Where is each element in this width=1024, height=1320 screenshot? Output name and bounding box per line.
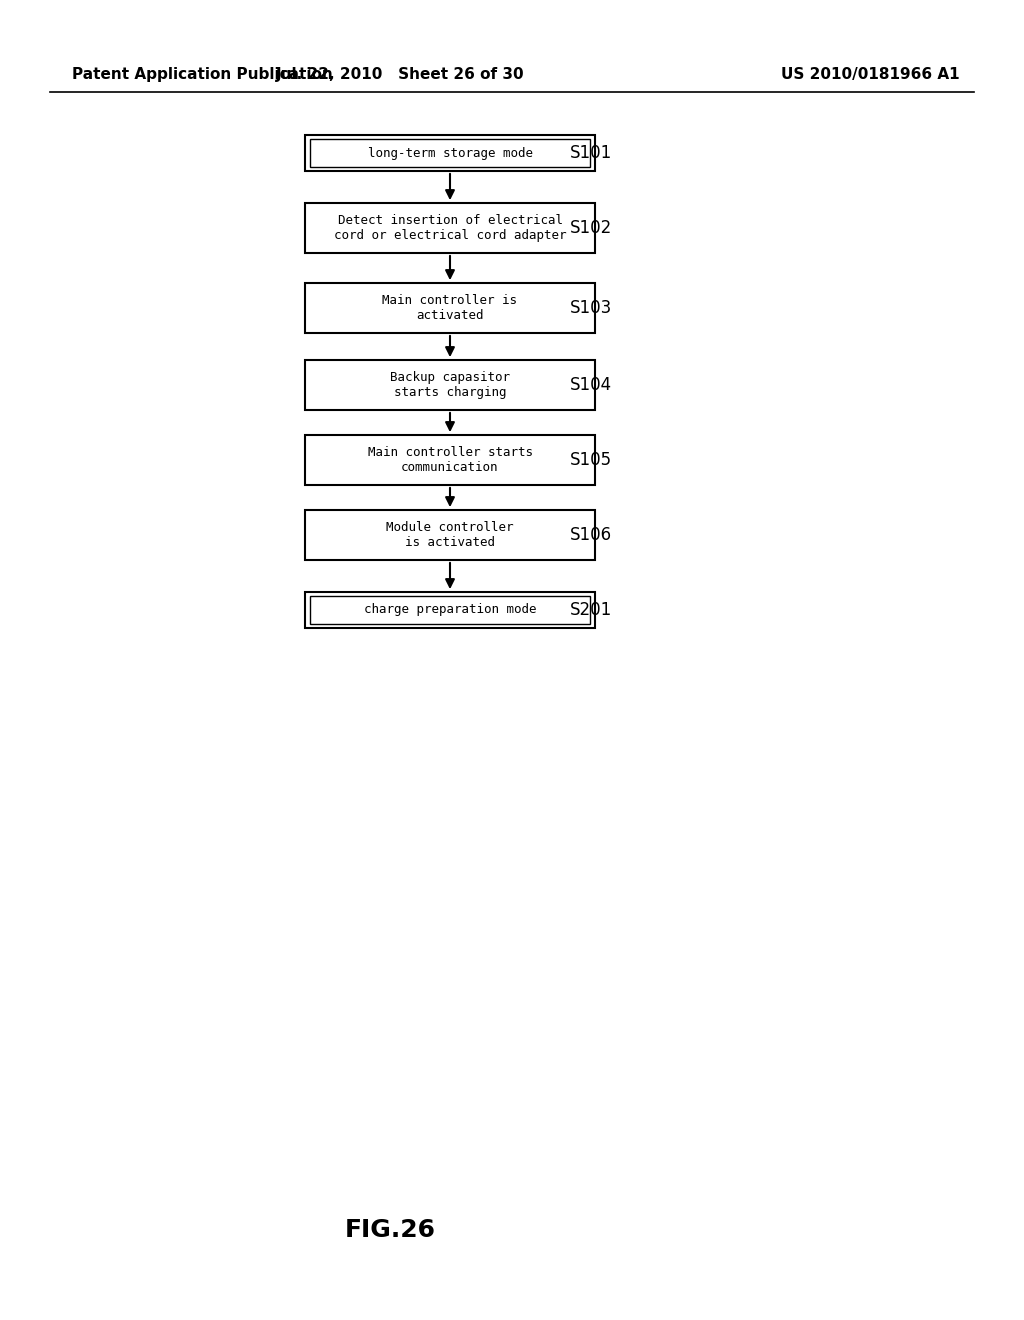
- Text: Jul. 22, 2010   Sheet 26 of 30: Jul. 22, 2010 Sheet 26 of 30: [275, 67, 524, 82]
- Text: US 2010/0181966 A1: US 2010/0181966 A1: [780, 67, 959, 82]
- Bar: [305, 510, 595, 560]
- Text: S105: S105: [570, 451, 612, 469]
- Text: long-term storage mode: long-term storage mode: [368, 147, 532, 160]
- Text: Main controller starts
communication: Main controller starts communication: [368, 446, 532, 474]
- Text: FIG.26: FIG.26: [344, 1218, 435, 1242]
- Text: S102: S102: [570, 219, 612, 238]
- Bar: [305, 282, 595, 333]
- Text: S201: S201: [570, 601, 612, 619]
- Bar: [305, 203, 595, 253]
- Bar: [305, 591, 595, 628]
- Text: S106: S106: [570, 525, 612, 544]
- Text: charge preparation mode: charge preparation mode: [364, 603, 537, 616]
- Text: Module controller
is activated: Module controller is activated: [386, 521, 514, 549]
- Text: S101: S101: [570, 144, 612, 162]
- Text: Detect insertion of electrical
cord or electrical cord adapter: Detect insertion of electrical cord or e…: [334, 214, 566, 242]
- Bar: [310, 139, 590, 168]
- Text: S104: S104: [570, 376, 612, 393]
- Bar: [305, 436, 595, 484]
- Bar: [305, 135, 595, 172]
- Text: Patent Application Publication: Patent Application Publication: [72, 67, 333, 82]
- Text: Main controller is
activated: Main controller is activated: [383, 294, 517, 322]
- Bar: [310, 597, 590, 624]
- Text: Backup capasitor
starts charging: Backup capasitor starts charging: [390, 371, 510, 399]
- Text: S103: S103: [570, 300, 612, 317]
- Bar: [305, 360, 595, 411]
